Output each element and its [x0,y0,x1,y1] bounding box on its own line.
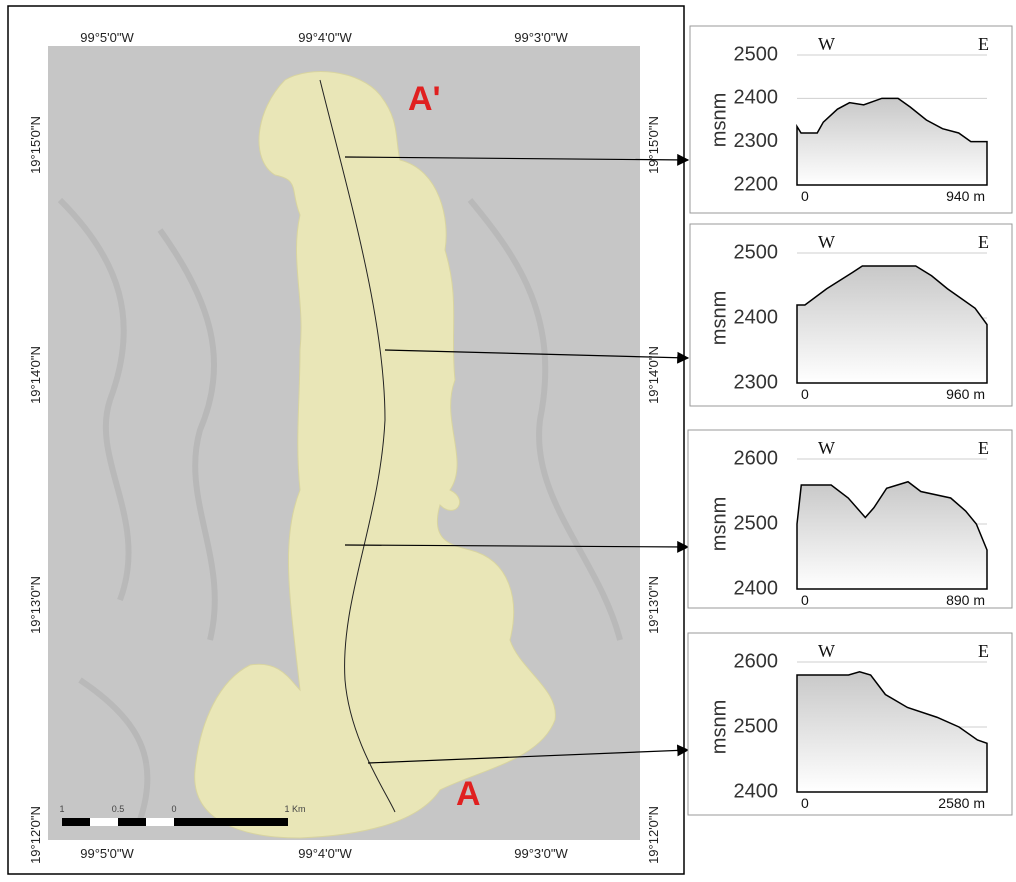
figure: A' A 99°5'0"W 99°4'0"W 99°3'0"W 99°5'0"W… [0,0,1016,882]
right-label: 19°15'0"N [646,116,661,174]
scale-label: 1 Km [284,804,305,814]
y-tick-label: 2400 [734,306,779,328]
y-tick-label: 2500 [734,43,779,65]
y-tick-label: 2600 [734,447,779,469]
right-label: 19°13'0"N [646,576,661,634]
east-label: E [978,641,989,661]
west-label: W [818,641,835,661]
y-tick-label: 2400 [734,780,779,802]
east-label: E [978,34,989,54]
x-tick-label: 0 [801,188,809,204]
scale-label: 0 [171,804,176,814]
east-label: E [978,232,989,252]
west-label: W [818,34,835,54]
x-tick-label: 2580 m [938,795,985,811]
y-axis-label: msnm [708,291,730,345]
scale-label: 1 [59,804,64,814]
right-label: 19°14'0"N [646,346,661,404]
y-axis-label: msnm [708,497,730,551]
east-label: E [978,438,989,458]
left-label: 19°13'0"N [28,576,43,634]
left-label: 19°15'0"N [28,116,43,174]
y-tick-label: 2500 [734,715,779,737]
x-tick-label: 0 [801,795,809,811]
y-tick-label: 2300 [734,371,779,393]
y-tick-label: 2400 [734,87,779,109]
y-tick-label: 2500 [734,241,779,263]
west-label: W [818,438,835,458]
y-tick-label: 2600 [734,650,779,672]
scale-label: 0.5 [112,804,125,814]
bottom-label: 99°3'0"W [514,846,568,861]
top-label: 99°4'0"W [298,30,352,45]
bottom-label: 99°4'0"W [298,846,352,861]
scale-bar [62,818,288,826]
section-end-label: A' [408,80,441,118]
x-tick-label: 0 [801,592,809,608]
y-axis-label: msnm [708,700,730,754]
x-tick-label: 0 [801,386,809,402]
x-tick-label: 940 m [946,188,985,204]
y-tick-label: 2500 [734,512,779,534]
right-label: 19°12'0"N [646,806,661,864]
west-label: W [818,232,835,252]
x-tick-label: 890 m [946,592,985,608]
top-label: 99°3'0"W [514,30,568,45]
y-axis-label: msnm [708,93,730,147]
left-label: 19°14'0"N [28,346,43,404]
x-tick-label: 960 m [946,386,985,402]
left-label: 19°12'0"N [28,806,43,864]
y-tick-label: 2300 [734,130,779,152]
top-label: 99°5'0"W [80,30,134,45]
bottom-label: 99°5'0"W [80,846,134,861]
y-tick-label: 2200 [734,173,779,195]
y-tick-label: 2400 [734,577,779,599]
section-start-label: A [456,775,481,813]
